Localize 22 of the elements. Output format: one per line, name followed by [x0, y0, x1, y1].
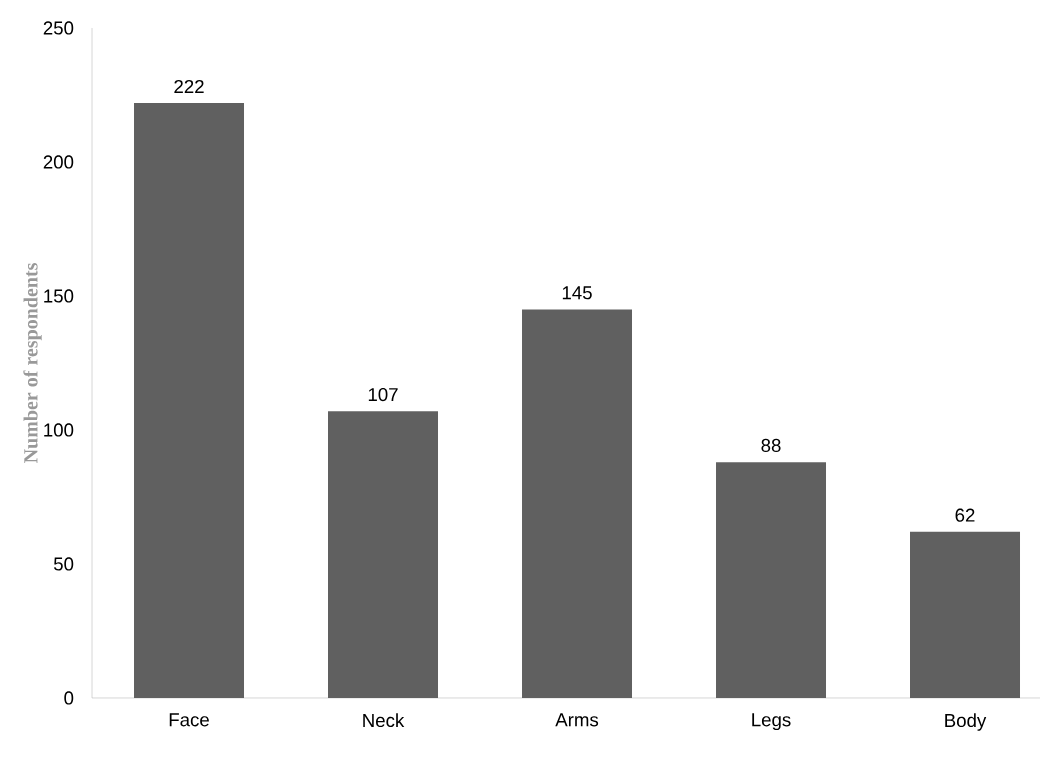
bar: [716, 462, 827, 698]
bar: [134, 103, 245, 698]
x-tick-label: Arms: [555, 713, 599, 727]
y-tick-label: 100: [44, 423, 74, 437]
y-tick-label: 250: [43, 21, 74, 35]
y-axis-title: Number of respondents: [23, 263, 42, 463]
bar: [522, 309, 633, 698]
x-tick-label: Legs: [752, 713, 791, 731]
bar: [328, 411, 439, 698]
x-tick-label: Body: [945, 713, 987, 731]
data-label: 222: [174, 79, 204, 93]
y-tick-label: 0: [64, 691, 74, 705]
data-label: 62: [955, 508, 975, 522]
data-label: 88: [761, 438, 781, 453]
bar: [910, 531, 1021, 698]
y-tick-label: 200: [43, 155, 74, 169]
data-label: 107: [368, 387, 398, 402]
x-tick-label: Face: [169, 713, 209, 727]
y-tick-label: 150: [44, 289, 74, 303]
data-label: 145: [562, 286, 592, 300]
y-tick-label: 50: [53, 557, 74, 571]
x-tick-label: Neck: [363, 713, 405, 728]
